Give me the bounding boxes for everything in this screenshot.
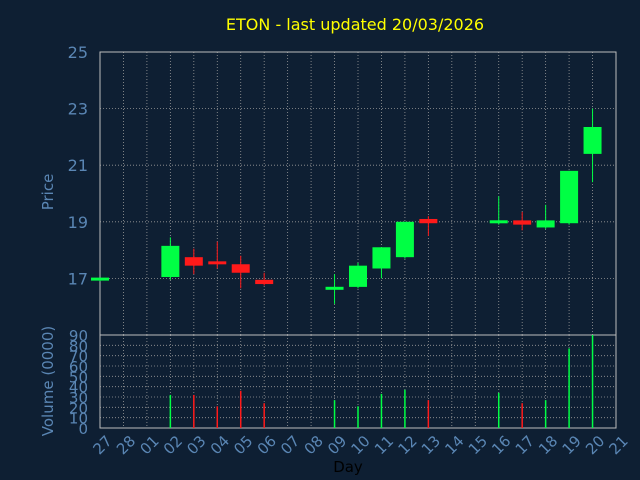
candle-body xyxy=(395,221,414,258)
volume-tick-label: 30 xyxy=(69,389,88,407)
price-tick-label: 23 xyxy=(68,100,88,119)
candle-body xyxy=(536,220,555,228)
volume-bar xyxy=(193,394,195,428)
candle-body xyxy=(91,277,109,281)
price-axis-label: Price xyxy=(39,174,57,211)
volume-tick-label: 10 xyxy=(69,410,88,428)
volume-bar xyxy=(263,403,265,428)
volume-bar xyxy=(380,393,383,428)
candle-body xyxy=(372,247,391,269)
volume-bar xyxy=(521,403,523,428)
volume-bar xyxy=(169,394,172,428)
volume-bar xyxy=(216,406,219,428)
candle-body xyxy=(583,126,602,154)
candle-body xyxy=(325,286,344,290)
volume-bar xyxy=(591,335,594,428)
volume-tick-label: 90 xyxy=(69,327,88,345)
volume-bar xyxy=(404,389,406,428)
candle-body xyxy=(560,170,579,224)
volume-bar xyxy=(357,406,359,428)
candle-body xyxy=(231,264,250,273)
volume-bar xyxy=(544,400,547,428)
price-panel: 17 19 21 23 25 xyxy=(68,43,617,336)
volume-bar xyxy=(239,390,242,428)
candle-body xyxy=(255,279,274,285)
volume-tick-label: 50 xyxy=(69,368,88,386)
candle-body xyxy=(161,245,180,277)
price-tick-label: 21 xyxy=(68,156,88,175)
candle-body xyxy=(489,220,508,224)
candle-body xyxy=(419,218,438,224)
volume-bar xyxy=(427,400,430,428)
candle-body xyxy=(208,261,227,265)
volume-tick-label: 20 xyxy=(69,399,88,417)
volume-axis-label: Volume (0000) xyxy=(39,326,57,436)
chart-title: ETON - last updated 20/03/2026 xyxy=(226,15,484,34)
volume-tick-label: 80 xyxy=(69,337,88,355)
volume-tick-label: 0 xyxy=(78,420,88,438)
volume-tick-label: 70 xyxy=(69,348,88,366)
volume-tick-label: 60 xyxy=(69,358,88,376)
volume-bar xyxy=(333,400,336,428)
volume-bar xyxy=(568,348,570,428)
volume-bar xyxy=(497,392,500,428)
candle-body xyxy=(184,257,203,266)
price-tick-label: 17 xyxy=(68,269,88,288)
price-tick-label: 19 xyxy=(68,213,88,232)
price-tick-label: 25 xyxy=(68,43,88,62)
candle-body xyxy=(349,265,367,287)
candle-body xyxy=(513,220,532,225)
volume-tick-label: 40 xyxy=(69,379,88,397)
x-axis-label: Day xyxy=(333,458,363,476)
